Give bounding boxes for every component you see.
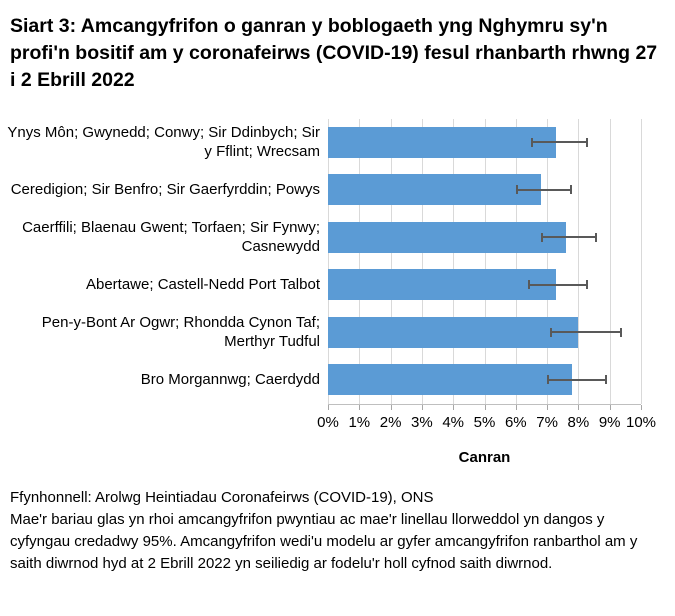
- x-tick-label: 6%: [504, 413, 527, 431]
- bars-column: [328, 119, 641, 404]
- bar: [328, 221, 566, 253]
- footer: Ffynhonnell: Arolwg Heintiadau Coronafei…: [10, 487, 661, 575]
- category-labels-column: Ynys Môn; Gwynedd; Conwy; Sir Ddinbych; …: [0, 119, 328, 405]
- gridline: [421, 118, 423, 404]
- error-bar-cap-upper: [620, 327, 623, 337]
- bar: [328, 126, 557, 158]
- gridline: [515, 118, 517, 404]
- chart-row: [328, 214, 641, 262]
- gridline: [484, 118, 486, 404]
- plot-area: [328, 118, 642, 405]
- bar: [328, 364, 573, 396]
- footer-note: Mae'r bariau glas yn rhoi amcangyfrifon …: [10, 510, 638, 572]
- gridline: [641, 118, 642, 404]
- category-label: Abertawe; Castell-Nedd Port Talbot: [85, 276, 320, 294]
- error-bar-cap-upper: [585, 137, 588, 147]
- x-tick-mark: [421, 404, 423, 410]
- error-bar-line: [531, 141, 588, 144]
- x-tick-label: 2%: [379, 413, 402, 431]
- error-bar-cap-upper: [604, 375, 607, 385]
- page: Siart 3: Amcangyfrifon o ganran y boblog…: [0, 13, 675, 616]
- gridline: [390, 118, 392, 404]
- x-tick-mark: [609, 404, 611, 410]
- chart-title: Siart 3: Amcangyfrifon o ganran y boblog…: [10, 15, 658, 91]
- gridlines: [328, 118, 642, 404]
- x-tick-mark: [359, 404, 361, 410]
- category-label: Ynys Môn; Gwynedd; Conwy; Sir Ddinbych; …: [7, 124, 320, 161]
- chart-body: Ynys Môn; Gwynedd; Conwy; Sir Ddinbych; …: [0, 118, 675, 405]
- error-bar-line: [550, 331, 623, 334]
- error-bar-cap-lower: [531, 137, 534, 147]
- x-tick-label: 0%: [317, 413, 339, 431]
- chart-row: [328, 166, 641, 214]
- x-tick-mark: [515, 404, 517, 410]
- error-bar-line: [547, 378, 607, 381]
- error-bar-line: [515, 188, 573, 191]
- category-label: Ceredigion; Sir Benfro; Sir Gaerfyrddin;…: [10, 181, 320, 199]
- x-tick-label: 10%: [625, 413, 657, 431]
- x-tick-label: 8%: [567, 413, 590, 431]
- x-tick-label: 3%: [411, 413, 433, 431]
- bar: [328, 174, 541, 206]
- bar-chart: Ynys Môn; Gwynedd; Conwy; Sir Ddinbych; …: [0, 118, 675, 466]
- chart-row: [328, 119, 641, 167]
- chart-row: [328, 309, 641, 357]
- error-bar-cap-upper: [570, 185, 573, 195]
- x-tick-mark: [547, 404, 549, 410]
- x-axis: 0% 1% 2% 3% 4% 5% 6% 7% 8% 9% 10%: [0, 404, 675, 445]
- error-bar-cap-lower: [528, 280, 531, 290]
- x-tick-label: 4%: [442, 413, 465, 431]
- gridline: [609, 118, 611, 404]
- x-tick-mark: [453, 404, 455, 410]
- error-bar-cap-lower: [540, 232, 543, 242]
- gridline: [328, 118, 329, 404]
- error-bar-cap-lower: [550, 327, 553, 337]
- footer-source: Ffynhonnell: Arolwg Heintiadau Coronafei…: [10, 488, 434, 506]
- x-tick-label: 1%: [348, 413, 371, 431]
- error-bar-cap-lower: [515, 185, 518, 195]
- error-bar-cap-upper: [585, 280, 588, 290]
- x-tick-mark: [390, 404, 392, 410]
- x-tick-label: 9%: [598, 413, 621, 431]
- x-tick-mark: [484, 404, 486, 410]
- x-tick-mark: [578, 404, 580, 410]
- axis-spacer: [0, 405, 328, 445]
- x-tick-mark: [328, 404, 329, 410]
- error-bar-cap-upper: [595, 232, 598, 242]
- error-bar-line: [540, 236, 598, 239]
- category-label: Pen-y-Bont Ar Ogwr; Rhondda Cynon Taf; M…: [41, 314, 320, 351]
- x-tick-mark: [641, 404, 642, 410]
- error-bar-line: [528, 283, 588, 286]
- gridline: [547, 118, 549, 404]
- category-label: Bro Morgannwg; Caerdydd: [140, 371, 320, 389]
- category-label: Caerffili; Blaenau Gwent; Torfaen; Sir F…: [22, 219, 320, 256]
- error-bar-cap-lower: [547, 375, 550, 385]
- chart-row: [328, 356, 641, 404]
- gridline: [578, 118, 580, 404]
- x-tick-label: 7%: [536, 413, 558, 431]
- x-axis-label: Canran: [458, 448, 511, 466]
- bar: [328, 316, 579, 348]
- chart-row: [328, 261, 641, 309]
- gridline: [453, 118, 455, 404]
- gridline: [359, 118, 361, 404]
- x-tick-label: 5%: [473, 413, 496, 431]
- x-axis-ticks: 0% 1% 2% 3% 4% 5% 6% 7% 8% 9% 10%: [317, 404, 656, 445]
- bar: [328, 269, 557, 301]
